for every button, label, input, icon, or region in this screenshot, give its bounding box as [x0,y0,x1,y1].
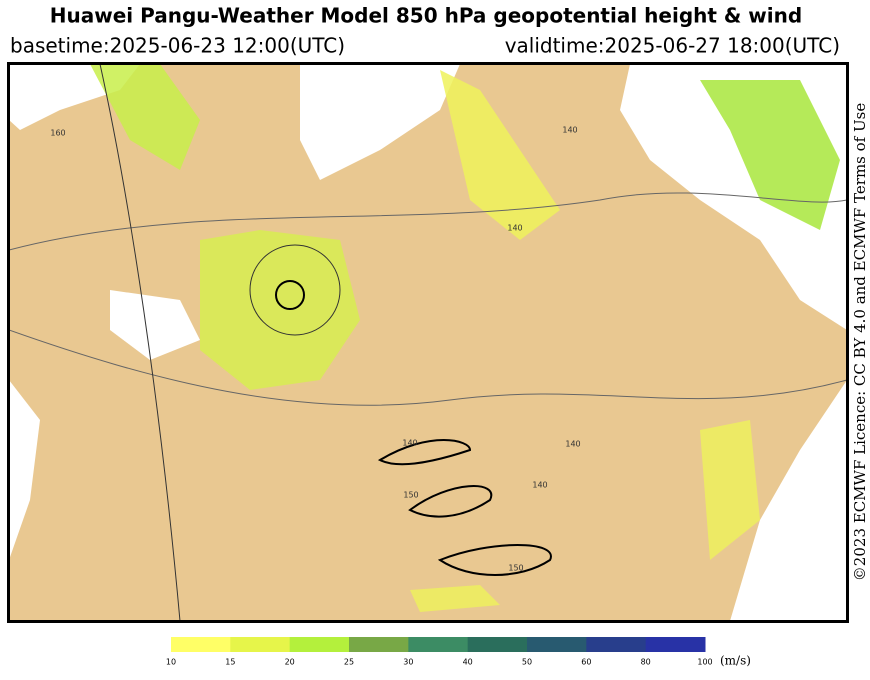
colorbar-tick-label: 30 [403,658,413,667]
wind-shade [700,80,840,230]
ocean [300,64,460,180]
colorbar-tick-label: 50 [522,658,532,667]
sea [110,290,200,360]
contour-label: 140 [402,439,417,448]
colorbar-segment [467,637,528,652]
contour-label: 150 [403,491,418,500]
colorbar-tick-label: 20 [285,658,295,667]
validtime: validtime:2025-06-27 18:00(UTC) [505,34,840,58]
colorbar-segment [171,637,231,652]
colorbar-tick-label: 60 [581,658,591,667]
basetime: basetime:2025-06-23 12:00(UTC) [10,34,345,58]
contour-label: 140 [532,481,547,490]
map-area: 160 140 140 140 150 140 140 150 [9,64,847,621]
colorbar-tick-label: 100 [697,658,712,667]
contour-label: 140 [562,126,577,135]
colorbar-segment [586,637,647,652]
wind-shade [90,64,200,170]
contour-label: 140 [507,224,522,233]
contour-label: 160 [50,129,65,138]
contour-label: 140 [565,440,580,449]
colorbar-segment [289,637,350,652]
colorbar-segment [349,637,409,652]
colorbar-tick-label: 15 [225,658,235,667]
wind-shade [700,420,760,560]
contour [99,64,181,621]
contour [9,192,847,251]
colorbar-segment [527,637,587,652]
low-center [275,280,305,310]
contour-label: 150 [508,564,523,573]
colorbar-tick-label: 25 [344,658,354,667]
ocean [9,380,40,560]
map-frame [7,62,849,623]
ocean [730,380,847,621]
colorbar-tick-label: 40 [463,658,473,667]
licence: ©2023 ECMWF Licence: CC BY 4.0 and ECMWF… [851,103,869,582]
colorbar-segment [230,637,291,652]
colorbar-segment [645,637,706,652]
title: Huawei Pangu-Weather Model 850 hPa geopo… [50,4,802,28]
colorbar-tick-label: 80 [641,658,651,667]
wind-shade [200,230,360,390]
contour [249,244,341,336]
wind-shade [410,585,500,612]
colorbar-segment [408,637,469,652]
wind-shade [440,70,560,240]
terrain-contour [377,439,552,576]
colorbar-tick-label: 10 [166,658,176,667]
contour [9,329,847,406]
colorbar-unit: (m/s) [720,654,751,668]
